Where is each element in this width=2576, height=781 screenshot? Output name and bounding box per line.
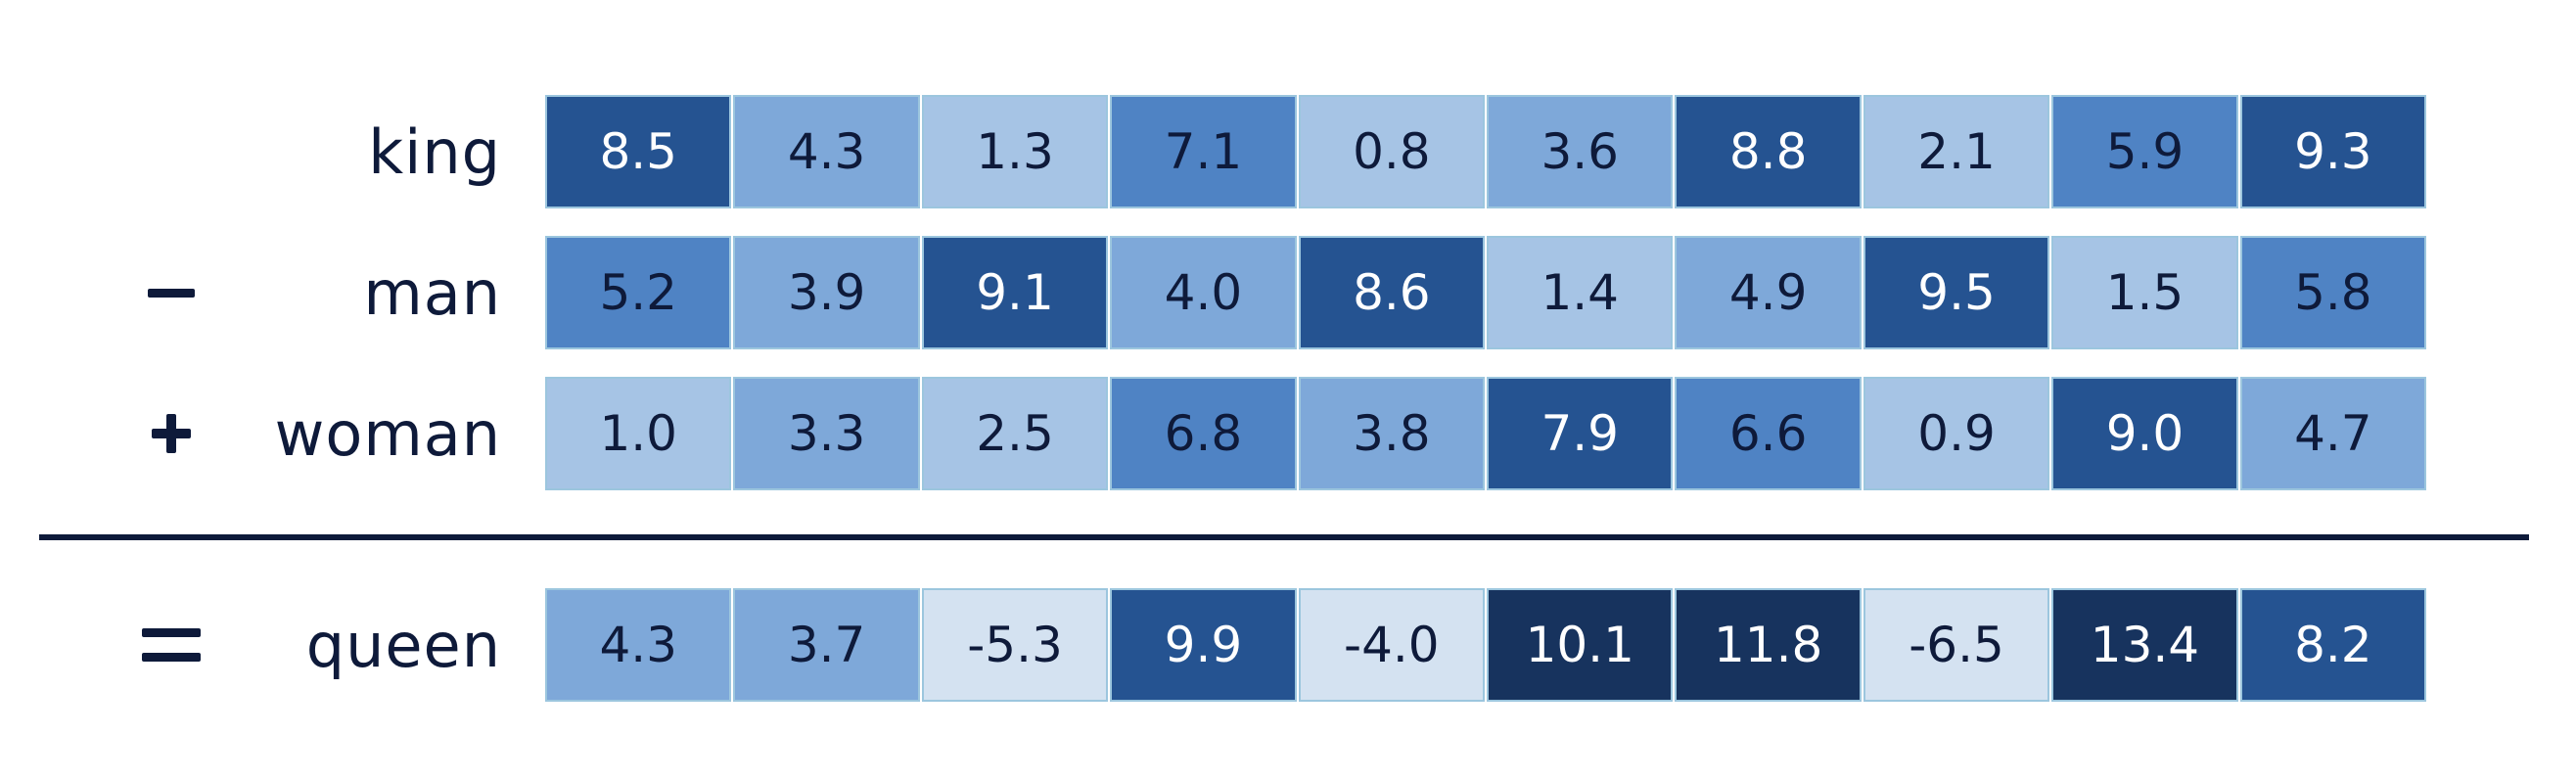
vector-cell: 8.5	[545, 95, 732, 208]
vector-cell: 2.5	[921, 377, 1109, 490]
vector-cells: 8.5 4.3 1.3 7.1 0.8 3.6 8.8 2.1 5.9 9.3	[545, 95, 2427, 208]
vector-cell: 3.7	[733, 588, 920, 702]
vector-cell: 11.8	[1675, 588, 1862, 702]
vector-cell: 1.0	[545, 377, 732, 490]
vector-cell: 7.1	[1110, 95, 1297, 208]
vector-cell: 0.8	[1298, 95, 1486, 208]
equals-operator	[117, 588, 225, 702]
vector-cells: 4.3 3.7 -5.3 9.9 -4.0 10.1 11.8 -6.5 13.4 8.2	[545, 588, 2427, 702]
vector-cell: 4.3	[545, 588, 732, 702]
minus-icon	[148, 288, 195, 298]
row-man: man 5.2 3.9 9.1 4.0 8.6 1.4 4.9 9.5 1.5 5.8	[0, 236, 2576, 349]
vector-cell: 3.3	[733, 377, 920, 490]
vector-cell: 10.1	[1487, 588, 1674, 702]
row-queen: queen 4.3 3.7 -5.3 9.9 -4.0 10.1 11.8 -6.5 13.4 8…	[0, 588, 2576, 702]
row-woman: woman 1.0 3.3 2.5 6.8 3.8 7.9 6.6 0.9 9.0 4.7	[0, 377, 2576, 490]
vector-cell: 8.2	[2239, 588, 2427, 702]
plus-operator	[117, 377, 225, 490]
word-label: woman	[274, 397, 501, 470]
vector-cell: 7.9	[1487, 377, 1674, 490]
vector-cell: 9.0	[2051, 377, 2238, 490]
word-label: man	[363, 256, 501, 329]
vector-cell: 3.9	[733, 236, 920, 349]
vector-cell: 9.5	[1863, 236, 2050, 349]
vector-cell: -4.0	[1298, 588, 1486, 702]
vector-cell: 1.4	[1487, 236, 1674, 349]
vector-cell: 8.8	[1675, 95, 1862, 208]
vector-cell: 3.6	[1487, 95, 1674, 208]
vector-cell: -5.3	[921, 588, 1109, 702]
vector-cell: 5.2	[545, 236, 732, 349]
vector-cell: 1.5	[2051, 236, 2238, 349]
vector-cell: -6.5	[1863, 588, 2050, 702]
vector-cell: 2.1	[1863, 95, 2050, 208]
vector-cell: 9.3	[2239, 95, 2427, 208]
vector-cell: 4.0	[1110, 236, 1297, 349]
vector-cells: 5.2 3.9 9.1 4.0 8.6 1.4 4.9 9.5 1.5 5.8	[545, 236, 2427, 349]
vector-cell: 5.8	[2239, 236, 2427, 349]
vector-cell: 4.3	[733, 95, 920, 208]
minus-operator	[117, 236, 225, 349]
word-label: king	[368, 115, 501, 188]
vector-cell: 4.7	[2239, 377, 2427, 490]
equals-icon	[142, 628, 201, 662]
vector-cell: 8.6	[1298, 236, 1486, 349]
word-label: queen	[305, 609, 501, 681]
plus-icon	[152, 414, 191, 453]
vector-cell: 4.9	[1675, 236, 1862, 349]
vector-cell: 5.9	[2051, 95, 2238, 208]
vector-cell: 9.1	[921, 236, 1109, 349]
vector-cells: 1.0 3.3 2.5 6.8 3.8 7.9 6.6 0.9 9.0 4.7	[545, 377, 2427, 490]
vector-cell: 0.9	[1863, 377, 2050, 490]
result-divider	[39, 534, 2529, 540]
vector-cell: 6.8	[1110, 377, 1297, 490]
vector-cell: 1.3	[921, 95, 1109, 208]
vector-cell: 6.6	[1675, 377, 1862, 490]
row-king: king 8.5 4.3 1.3 7.1 0.8 3.6 8.8 2.1 5.9 9.3	[0, 95, 2576, 208]
vector-cell: 9.9	[1110, 588, 1297, 702]
vector-cell: 13.4	[2051, 588, 2238, 702]
vector-cell: 3.8	[1298, 377, 1486, 490]
